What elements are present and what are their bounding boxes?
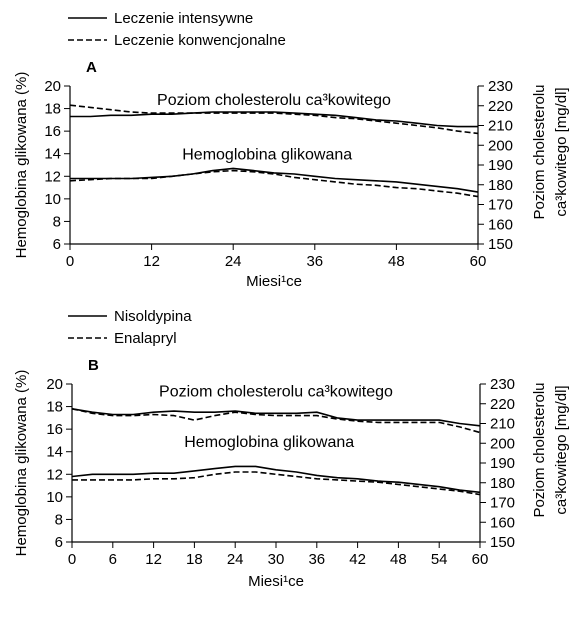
right-y-tick-label: 150	[488, 236, 513, 253]
x-tick-label: 12	[143, 253, 160, 270]
right-y-tick-label: 210	[488, 118, 513, 135]
legend-label-1: Nisoldypina	[114, 308, 192, 325]
annotation-1: Poziom cholesterolu ca³kowitego	[157, 92, 391, 109]
x-tick-label: 6	[109, 551, 117, 568]
series-line-3-solid	[71, 465, 481, 494]
x-tick-label: 60	[470, 253, 487, 270]
left-y-tick-label: 20	[44, 78, 61, 95]
series-line-1-solid	[71, 408, 481, 427]
left-y-axis-label: Hemoglobina glikowana (%)	[13, 72, 30, 259]
x-tick-label: 48	[390, 551, 407, 568]
x-tick-label: 36	[308, 551, 325, 568]
right-y-axis-label-line-1: Poziom cholesterolu	[531, 84, 548, 219]
left-y-tick-label: 12	[44, 168, 61, 185]
x-axis-label: Miesi¹ce	[246, 273, 302, 290]
chart-panel-a: Leczenie intensywne Leczenie konwencjonal…	[13, 10, 570, 290]
x-tick-label: 24	[225, 253, 242, 270]
annotation-2: Hemoglobina glikowana	[182, 146, 352, 163]
series-line-3-solid	[70, 167, 479, 193]
right-y-axis-label-line-2: ca³kowitego [mg/dl]	[553, 87, 570, 216]
left-y-tick-label: 16	[46, 421, 63, 438]
x-tick-label: 36	[306, 253, 323, 270]
left-y-axis-label: Hemoglobina glikowana (%)	[13, 370, 30, 557]
chart-panel-b: Nisoldypina Enalapryl B 6 8 10 12 14 16 18 20 150 16…	[13, 308, 570, 590]
right-y-tick-label: 160	[490, 514, 515, 531]
annotation-2: Hemoglobina glikowana	[184, 434, 354, 451]
right-y-tick-label: 220	[488, 98, 513, 115]
legend-label-1: Leczenie intensywne	[114, 10, 253, 27]
left-y-tick-label: 10	[44, 191, 61, 208]
x-tick-label: 60	[472, 551, 489, 568]
series-line-1-solid	[70, 111, 478, 128]
x-tick-label: 18	[186, 551, 203, 568]
series-line-4-dashed	[72, 471, 481, 496]
x-tick-label: 30	[268, 551, 285, 568]
left-y-tick-label: 18	[44, 101, 61, 118]
x-tick-label: 48	[388, 253, 405, 270]
series-line-2-dashed	[69, 104, 479, 135]
left-y-tick-label: 14	[44, 146, 61, 163]
right-y-tick-label: 230	[490, 376, 515, 393]
legend-label-2: Leczenie konwencjonalne	[114, 32, 286, 49]
right-y-tick-label: 230	[488, 78, 513, 95]
series-line-4-dashed	[69, 169, 479, 198]
left-y-tick-label: 6	[53, 236, 61, 253]
left-y-tick-label: 10	[46, 489, 63, 506]
right-y-tick-label: 190	[490, 455, 515, 472]
right-y-axis-label-line-1: Poziom cholesterolu	[531, 382, 548, 517]
annotation-1: Poziom cholesterolu ca³kowitego	[159, 383, 393, 400]
left-y-tick-label: 14	[46, 444, 63, 461]
panel-label: A	[86, 59, 97, 76]
panel-label: B	[88, 357, 99, 374]
x-tick-label: 42	[349, 551, 366, 568]
x-axis-label: Miesi¹ce	[248, 573, 304, 590]
series-line-2-dashed	[71, 408, 481, 434]
right-y-tick-label: 180	[488, 177, 513, 194]
right-y-tick-label: 150	[490, 534, 515, 551]
left-y-tick-label: 8	[55, 511, 63, 528]
left-y-tick-label: 8	[53, 213, 61, 230]
right-y-tick-label: 220	[490, 396, 515, 413]
x-tick-label: 12	[145, 551, 162, 568]
x-tick-label: 0	[66, 253, 74, 270]
x-tick-label: 0	[68, 551, 76, 568]
right-y-tick-label: 200	[490, 435, 515, 452]
right-y-tick-label: 160	[488, 216, 513, 233]
left-y-tick-label: 20	[46, 376, 63, 393]
legend-label-2: Enalapryl	[114, 330, 177, 347]
right-y-tick-label: 170	[490, 495, 515, 512]
x-tick-label: 54	[431, 551, 448, 568]
right-y-tick-label: 180	[490, 475, 515, 492]
x-tick-label: 24	[227, 551, 244, 568]
left-y-tick-label: 16	[44, 123, 61, 140]
right-y-tick-label: 170	[488, 197, 513, 214]
left-y-tick-label: 6	[55, 534, 63, 551]
right-y-tick-label: 190	[488, 157, 513, 174]
left-y-tick-label: 12	[46, 466, 63, 483]
right-y-tick-label: 200	[488, 137, 513, 154]
left-y-tick-label: 18	[46, 399, 63, 416]
right-y-axis-label-line-2: ca³kowitego [mg/dl]	[553, 385, 570, 514]
right-y-tick-label: 210	[490, 416, 515, 433]
